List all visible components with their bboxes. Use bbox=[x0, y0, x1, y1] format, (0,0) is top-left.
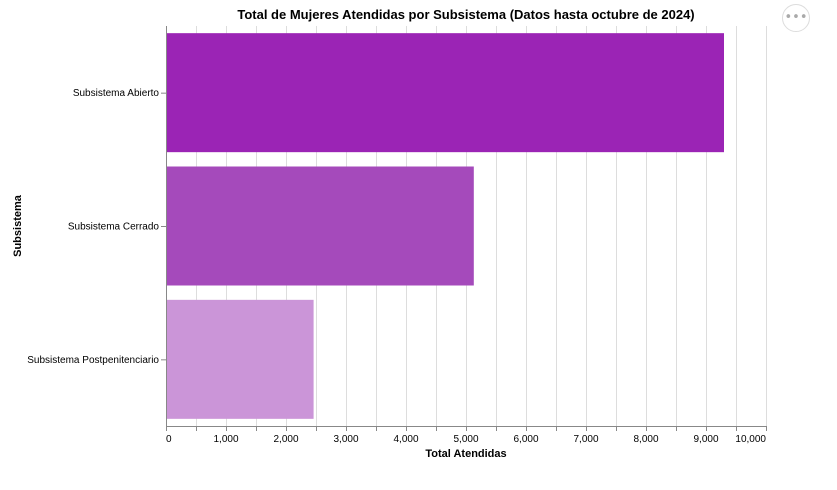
x-tick-label: 4,000 bbox=[393, 434, 418, 445]
x-tick-label: 7,000 bbox=[573, 434, 598, 445]
chart-title: Total de Mujeres Atendidas por Subsistem… bbox=[237, 7, 694, 22]
y-tick-label: Subsistema Abierto bbox=[73, 88, 160, 99]
x-tick-label: 6,000 bbox=[513, 434, 538, 445]
x-tick-label: 1,000 bbox=[213, 434, 238, 445]
y-tick-label: Subsistema Cerrado bbox=[68, 222, 160, 233]
x-tick-label: 5,000 bbox=[453, 434, 478, 445]
x-tick-label: 8,000 bbox=[633, 434, 658, 445]
x-tick-label: 0 bbox=[166, 434, 172, 445]
x-tick-label: 2,000 bbox=[273, 434, 298, 445]
bar[interactable] bbox=[166, 299, 314, 419]
y-tick-label: Subsistema Postpenitenciario bbox=[27, 355, 159, 366]
bar[interactable] bbox=[166, 166, 474, 286]
x-tick-label: 9,000 bbox=[693, 434, 718, 445]
x-axis-title: Total Atendidas bbox=[425, 448, 506, 460]
more-horizontal-icon: ••• bbox=[784, 9, 808, 25]
chart-actions-button[interactable]: ••• bbox=[782, 4, 810, 32]
y-axis-title: Subsistema bbox=[12, 194, 24, 257]
x-tick-label: 3,000 bbox=[333, 434, 358, 445]
x-tick-label: 10,000 bbox=[735, 434, 766, 445]
bar[interactable] bbox=[166, 33, 724, 153]
